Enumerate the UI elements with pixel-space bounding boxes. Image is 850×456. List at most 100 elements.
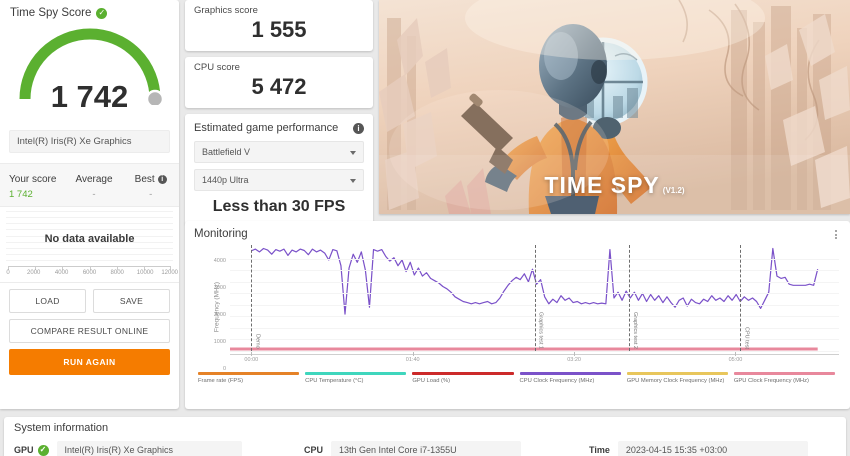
score-breakdown-column: Graphics score 1 555 CPU score 5 472 Est… xyxy=(185,0,373,225)
legend-color-swatch xyxy=(198,372,300,375)
legend-label: GPU Load (%) xyxy=(412,378,451,384)
histogram-gridlines xyxy=(6,211,173,266)
your-score-column: Your score 1 742 xyxy=(0,169,66,200)
legend-item[interactable]: Frame rate (FPS) xyxy=(198,372,305,384)
preset-select-value: 1440p Ultra xyxy=(202,175,249,185)
hero-title-band xyxy=(379,155,850,214)
action-buttons: LOAD SAVE COMPARE RESULT ONLINE RUN AGAI… xyxy=(0,282,179,375)
score-comparison-table: Your score 1 742 Average - Best i - xyxy=(0,163,179,207)
average-column: Average - xyxy=(66,169,123,200)
time-spy-artwork xyxy=(379,0,850,214)
check-badge-icon: ✓ xyxy=(37,444,49,456)
load-button[interactable]: LOAD xyxy=(9,289,86,313)
chart-marker-label: Graphics test 2 xyxy=(631,312,638,349)
score-distribution-histogram: No data available 0 2000 4000 6000 8000 … xyxy=(6,207,178,282)
cpu-score-card: CPU score 5 472 xyxy=(185,57,373,108)
sysinfo-cpu: CPU 13th Gen Intel Core i7-1355U xyxy=(304,441,589,456)
sysinfo-time-value: 2023-04-15 15:35 +03:00 xyxy=(617,441,808,456)
score-gauge: 1 742 xyxy=(0,21,179,126)
histogram-axis-line xyxy=(8,266,172,270)
compare-result-online-button[interactable]: COMPARE RESULT ONLINE xyxy=(9,319,170,343)
histogram-tick: 12000 xyxy=(161,270,178,276)
best-value: - xyxy=(149,189,153,200)
chart-marker-label: Demo xyxy=(254,334,261,349)
chart-legend: Frame rate (FPS) CPU Temperature (°C) GPU … xyxy=(194,372,841,384)
legend-label: GPU Clock Frequency (MHz) xyxy=(733,378,809,384)
legend-item[interactable]: GPU Load (%) xyxy=(412,372,519,384)
x-tick: 05:00 xyxy=(728,357,743,363)
score-panel-header: Time Spy Score ✓ xyxy=(0,0,179,19)
legend-label: CPU Clock Frequency (MHz) xyxy=(519,378,595,384)
monitoring-header: Monitoring xyxy=(194,228,841,241)
game-select[interactable]: Battlefield V xyxy=(194,141,364,163)
hero-title-text: TIME SPY xyxy=(544,172,660,198)
info-icon[interactable]: i xyxy=(353,122,364,134)
best-column: Best i - xyxy=(122,169,179,200)
y-tick: 1000 xyxy=(213,339,226,346)
run-again-button[interactable]: RUN AGAIN xyxy=(9,349,170,375)
histogram-tick: 0 xyxy=(6,270,10,276)
x-tick: 01:40 xyxy=(405,357,420,363)
legend-item[interactable]: CPU Clock Frequency (MHz) xyxy=(519,372,627,384)
chevron-down-icon xyxy=(350,151,356,155)
chart-marker-label: Graphics test 1 xyxy=(537,312,544,349)
chart-marker-demo: Demo xyxy=(251,245,260,351)
x-axis-ticks: 00:00 01:40 03:20 05:00 xyxy=(230,357,839,367)
legend-color-swatch xyxy=(626,372,728,375)
sysinfo-cpu-key: CPU xyxy=(304,445,324,455)
system-information-title: System information xyxy=(14,422,109,434)
average-value: - xyxy=(92,189,96,200)
your-score-value: 1 742 xyxy=(9,189,33,200)
sysinfo-gpu-value: Intel(R) Iris(R) Xe Graphics xyxy=(56,441,242,456)
kebab-menu-icon[interactable] xyxy=(831,228,841,241)
histogram-tick: 6000 xyxy=(82,270,97,276)
chart-plot-area: Demo Graphics test 1 Graphics test 2 CPU… xyxy=(230,245,839,352)
graphics-score-label: Graphics score xyxy=(194,5,258,16)
graphics-score-card: Graphics score 1 555 xyxy=(185,0,373,51)
score-panel-title: Time Spy Score xyxy=(10,7,92,19)
average-label: Average xyxy=(75,174,113,185)
chevron-down-icon xyxy=(350,179,356,183)
sysinfo-key-text: GPU xyxy=(14,445,34,455)
performance-title: Estimated game performance xyxy=(194,122,339,134)
y-tick: 3000 xyxy=(213,285,226,292)
histogram-tick: 2000 xyxy=(27,270,41,276)
legend-color-swatch xyxy=(733,372,836,375)
sysinfo-time: Time 2023-04-15 15:35 +03:00 xyxy=(589,441,808,456)
y-tick: 0 xyxy=(222,366,226,372)
sysinfo-gpu: GPU ✓ Intel(R) Iris(R) Xe Graphics xyxy=(14,441,304,456)
histogram-tick-labels: 0 2000 4000 6000 8000 10000 12000 xyxy=(6,270,178,282)
sysinfo-gpu-key: GPU ✓ xyxy=(14,444,49,456)
legend-label: Frame rate (FPS) xyxy=(198,378,244,384)
legend-color-swatch xyxy=(519,372,621,375)
cpu-score-label: CPU score xyxy=(194,62,240,73)
graphics-score-value: 1 555 xyxy=(251,17,307,42)
game-select-value: Battlefield V xyxy=(202,147,251,157)
chart-marker-cpu-test: CPU test xyxy=(740,245,749,351)
performance-header: Estimated game performance i xyxy=(194,122,364,134)
system-information-row: GPU ✓ Intel(R) Iris(R) Xe Graphics CPU 1… xyxy=(14,441,836,456)
preset-select[interactable]: 1440p Ultra xyxy=(194,169,364,191)
hero-title: TIME SPY (V1.2) xyxy=(379,172,850,199)
cpu-score-value: 5 472 xyxy=(251,74,307,99)
y-axis-ticks: 0 1000 2000 3000 4000 xyxy=(206,245,228,372)
legend-item[interactable]: CPU Temperature (°C) xyxy=(305,372,412,384)
legend-item[interactable]: GPU Memory Clock Frequency (MHz) xyxy=(626,372,734,384)
best-label-wrap: Best i xyxy=(135,174,167,185)
chart-marker-label: CPU test xyxy=(743,326,750,349)
histogram-tick: 10000 xyxy=(136,270,154,276)
save-button[interactable]: SAVE xyxy=(93,289,170,313)
info-icon[interactable]: i xyxy=(157,175,167,184)
legend-label: GPU Memory Clock Frequency (MHz) xyxy=(626,378,725,384)
gauge-arc-icon xyxy=(19,28,164,105)
load-save-row: LOAD SAVE xyxy=(9,289,170,313)
legend-item[interactable]: GPU Clock Frequency (MHz) xyxy=(733,372,841,384)
chart-marker-graphics-test-1: Graphics test 1 xyxy=(534,245,544,351)
x-tick: 03:20 xyxy=(567,357,581,363)
system-information-panel: System information GPU ✓ Intel(R) Iris(R… xyxy=(4,417,846,456)
benchmark-preview-image[interactable]: TIME SPY (V1.2) xyxy=(379,0,850,214)
sysinfo-time-key: Time xyxy=(589,445,610,455)
overall-score-value: 1 742 xyxy=(50,79,129,114)
gpu-name-field: Intel(R) Iris(R) Xe Graphics xyxy=(9,130,170,153)
